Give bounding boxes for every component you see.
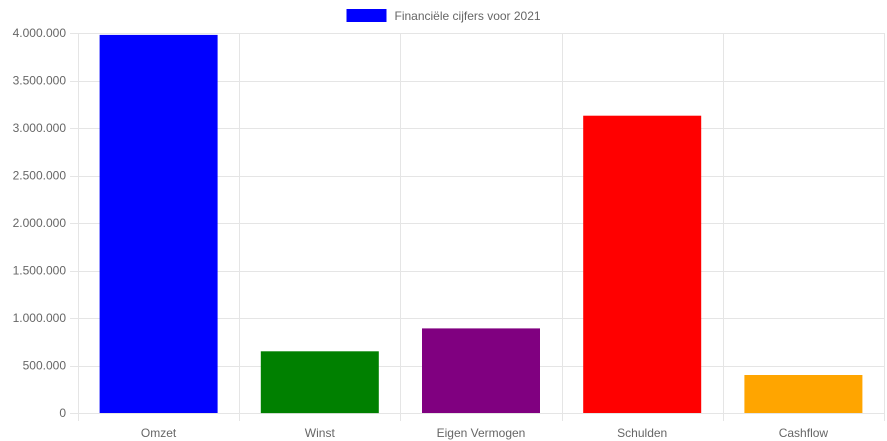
y-tick-label: 2.500.000: [13, 169, 67, 183]
y-tick-label: 1.500.000: [13, 264, 67, 278]
y-tick-label: 4.000.000: [13, 26, 67, 40]
x-tick-label: Omzet: [141, 426, 177, 440]
y-tick-label: 500.000: [23, 359, 67, 373]
y-tick-label: 2.000.000: [13, 216, 67, 230]
bars: [99, 34, 863, 414]
y-tick-labels: 0 500.000 1.000.000 1.500.000 2.000.000 2.500…: [13, 26, 67, 420]
x-tick-labels: Omzet Winst Eigen Vermogen Schulden Cashflow: [141, 426, 828, 440]
bar-cashflow: [744, 375, 863, 413]
bar-winst: [260, 351, 379, 414]
bar-eigen-vermogen: [422, 328, 540, 413]
bar-schulden: [583, 115, 702, 413]
y-tick-label: 1.000.000: [13, 311, 67, 325]
y-tick-label: 3.000.000: [13, 121, 67, 135]
legend-swatch: [346, 9, 387, 22]
x-tick-label: Schulden: [617, 426, 667, 440]
x-tick-label: Eigen Vermogen: [437, 426, 526, 440]
legend: Financiële cijfers voor 2021: [346, 9, 541, 23]
y-tick-label: 0: [59, 406, 66, 420]
x-tick-label: Winst: [305, 426, 336, 440]
bar-omzet: [99, 34, 218, 414]
legend-label: Financiële cijfers voor 2021: [395, 9, 541, 23]
y-tick-label: 3.500.000: [13, 74, 67, 88]
x-tick-label: Cashflow: [779, 426, 829, 440]
